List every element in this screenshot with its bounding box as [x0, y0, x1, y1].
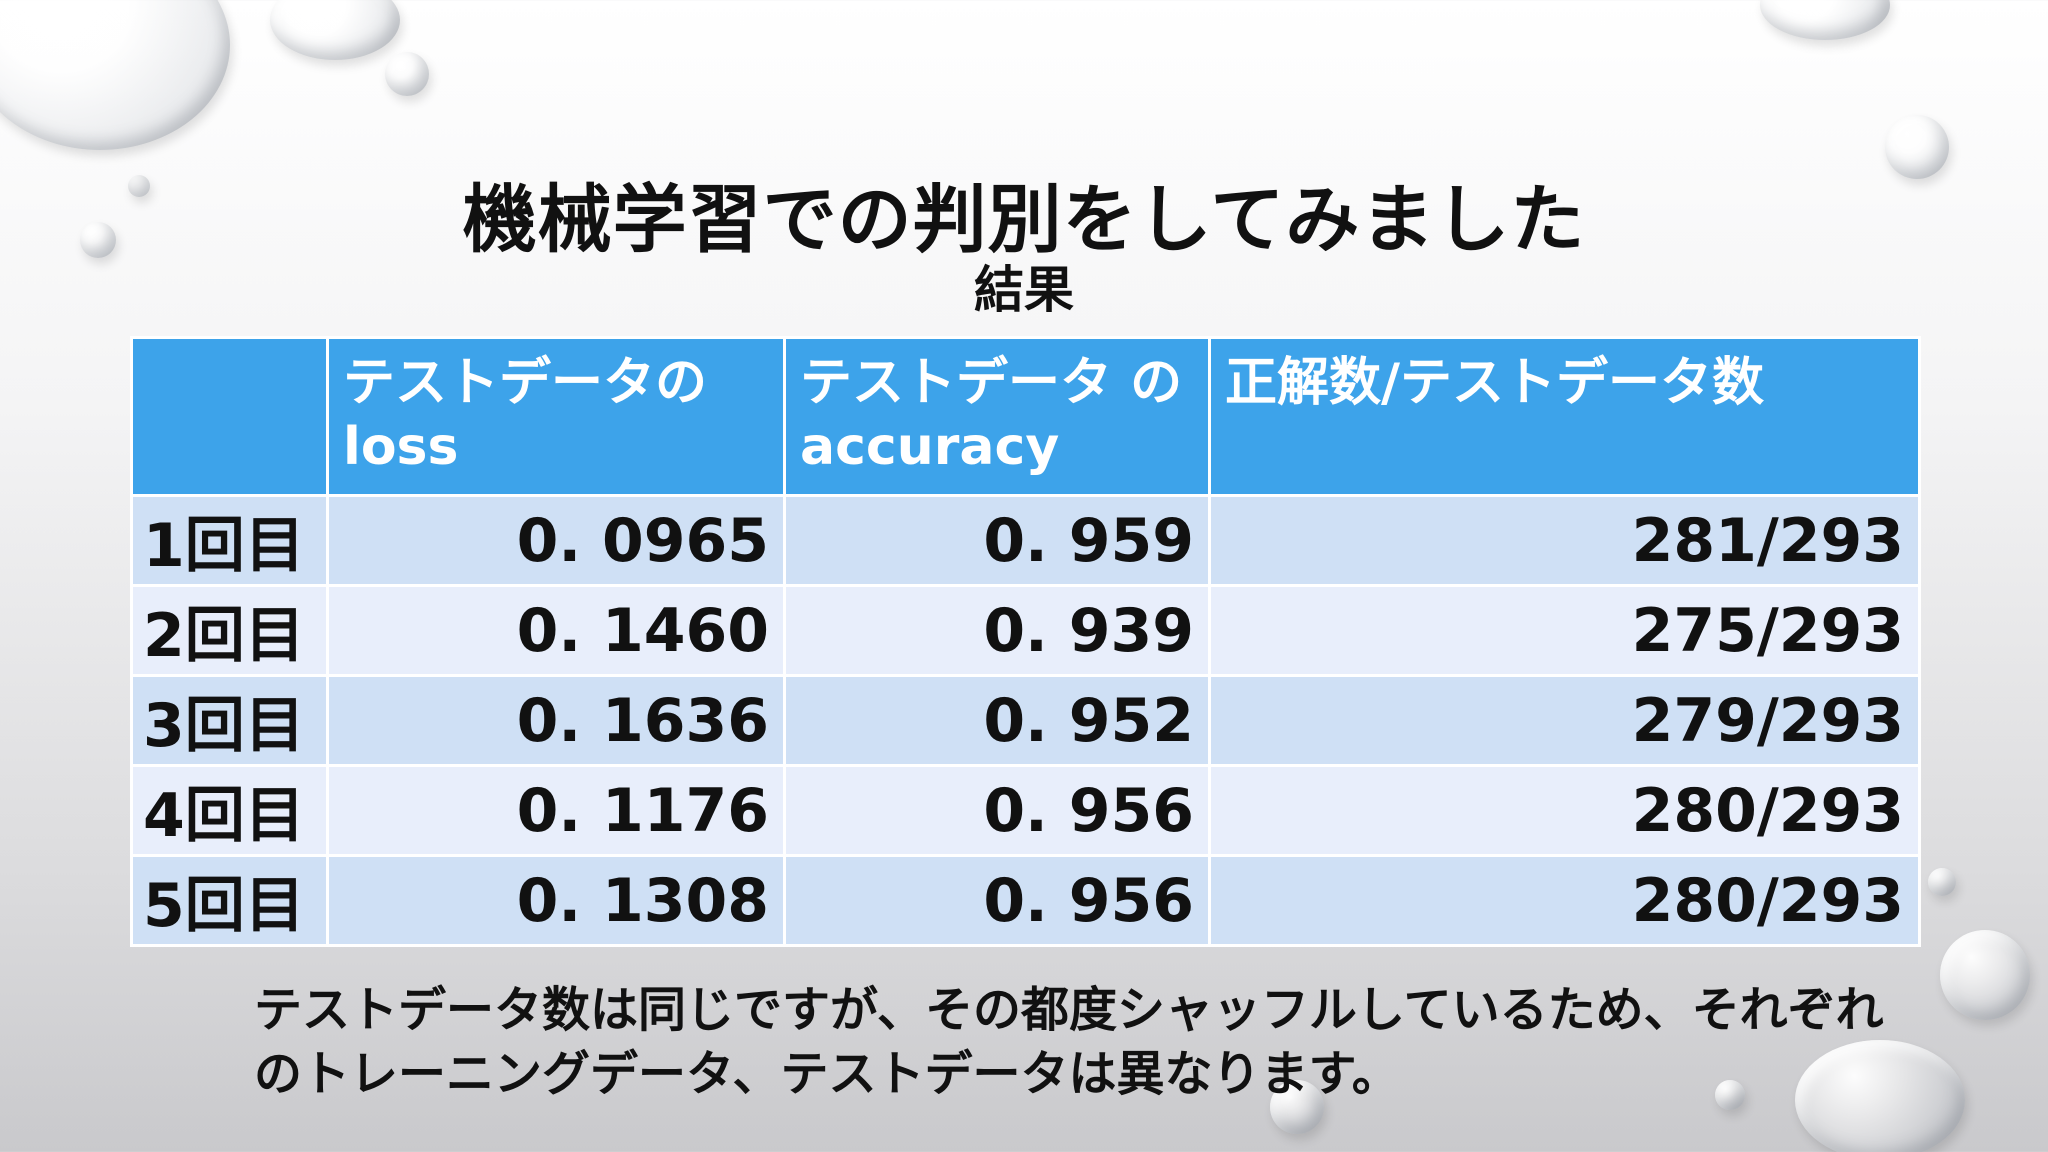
water-droplet	[1270, 1080, 1324, 1134]
accuracy-cell: 0. 939	[783, 584, 1211, 677]
correct-cell: 275/293	[1208, 584, 1921, 677]
table-row: 5回目 0. 1308 0. 956 280/293	[130, 854, 1921, 947]
loss-cell: 0. 1176	[326, 764, 786, 857]
footnote-text: テストデータ数は同じですが、その都度シャッフルしているため、それぞれのトレーニン…	[254, 982, 1884, 1102]
row-label: 1回目	[130, 494, 329, 587]
water-droplet	[1940, 930, 2030, 1020]
correct-cell: 280/293	[1208, 764, 1921, 857]
slide-subtitle: 結果	[974, 261, 1074, 319]
header-loss: テストデータの loss	[326, 336, 786, 497]
row-label: 2回目	[130, 584, 329, 677]
table-row: 3回目 0. 1636 0. 952 279/293	[130, 674, 1921, 767]
table-row: 2回目 0. 1460 0. 939 275/293	[130, 584, 1921, 677]
results-table: テストデータの loss テストデータ のaccuracy 正解数/テストデータ…	[130, 336, 1921, 947]
loss-cell: 0. 1308	[326, 854, 786, 947]
accuracy-cell: 0. 959	[783, 494, 1211, 587]
water-droplet	[1715, 1080, 1745, 1110]
water-droplet	[1885, 115, 1949, 179]
row-label: 5回目	[130, 854, 329, 947]
loss-cell: 0. 1460	[326, 584, 786, 677]
table-row: 4回目 0. 1176 0. 956 280/293	[130, 764, 1921, 857]
header-empty	[130, 336, 329, 497]
header-correct: 正解数/テストデータ数	[1208, 336, 1921, 497]
accuracy-cell: 0. 952	[783, 674, 1211, 767]
loss-cell: 0. 0965	[326, 494, 786, 587]
correct-cell: 279/293	[1208, 674, 1921, 767]
accuracy-cell: 0. 956	[783, 764, 1211, 857]
water-droplet	[385, 52, 429, 96]
table-header-row: テストデータの loss テストデータ のaccuracy 正解数/テストデータ…	[130, 336, 1921, 497]
table-row: 1回目 0. 0965 0. 959 281/293	[130, 494, 1921, 587]
row-label: 4回目	[130, 764, 329, 857]
correct-cell: 281/293	[1208, 494, 1921, 587]
water-droplet	[128, 175, 150, 197]
row-label: 3回目	[130, 674, 329, 767]
water-droplet	[80, 222, 116, 258]
loss-cell: 0. 1636	[326, 674, 786, 767]
slide-title: 機械学習での判別をしてみました	[462, 177, 1586, 263]
correct-cell: 280/293	[1208, 854, 1921, 947]
water-droplet	[1795, 1040, 1965, 1152]
header-accuracy: テストデータ のaccuracy	[783, 336, 1211, 497]
accuracy-cell: 0. 956	[783, 854, 1211, 947]
water-droplet	[1760, 0, 1890, 40]
water-droplet	[270, 0, 400, 60]
water-droplet	[0, 0, 230, 150]
water-droplet	[1928, 868, 1956, 896]
